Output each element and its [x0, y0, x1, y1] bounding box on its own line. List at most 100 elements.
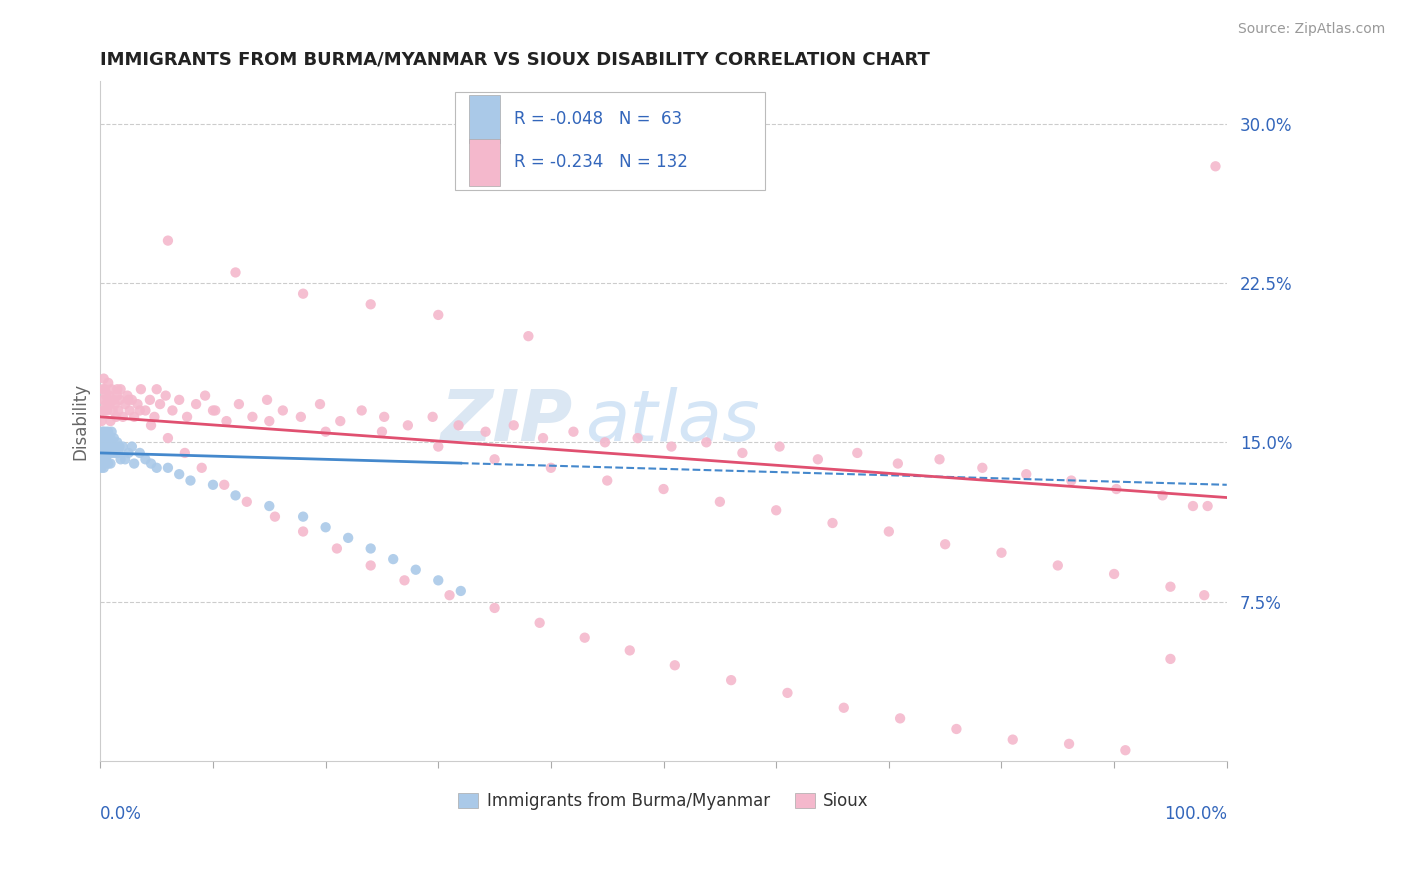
- Point: [98, 446, 121, 460]
- Text: R = -0.234   N = 132: R = -0.234 N = 132: [513, 153, 688, 171]
- Point: [94, 446, 117, 460]
- Point: [128, 403, 150, 417]
- Point: [114, 452, 136, 467]
- Point: [100, 414, 122, 428]
- Point: [394, 574, 416, 588]
- Point: [96, 440, 118, 454]
- Text: 0.0%: 0.0%: [100, 805, 142, 823]
- Point: [350, 403, 373, 417]
- Point: [593, 435, 616, 450]
- Point: [540, 460, 562, 475]
- Point: [212, 477, 235, 491]
- Point: [97, 457, 120, 471]
- Point: [242, 409, 264, 424]
- Point: [97, 440, 120, 454]
- Point: [502, 418, 524, 433]
- Point: [90, 446, 112, 460]
- Point: [100, 425, 122, 439]
- Point: [127, 397, 149, 411]
- Point: [290, 409, 312, 424]
- Point: [117, 389, 139, 403]
- Point: [201, 403, 224, 417]
- Point: [1057, 737, 1080, 751]
- Point: [204, 403, 226, 417]
- Point: [776, 686, 799, 700]
- Point: [155, 389, 177, 403]
- Y-axis label: Disability: Disability: [72, 383, 89, 459]
- Point: [382, 552, 405, 566]
- Point: [93, 460, 115, 475]
- Point: [619, 643, 641, 657]
- Point: [972, 460, 994, 475]
- Point: [731, 446, 754, 460]
- Point: [100, 440, 122, 454]
- Point: [90, 414, 112, 428]
- Point: [105, 435, 128, 450]
- Point: [176, 409, 198, 424]
- Point: [1114, 743, 1136, 757]
- Point: [309, 397, 332, 411]
- Point: [139, 457, 162, 471]
- Point: [228, 397, 250, 411]
- Point: [1015, 467, 1038, 482]
- Point: [1046, 558, 1069, 573]
- Point: [271, 403, 294, 417]
- Point: [201, 477, 224, 491]
- Point: [709, 495, 731, 509]
- Point: [945, 722, 967, 736]
- Point: [94, 452, 117, 467]
- Point: [94, 425, 117, 439]
- Point: [1205, 159, 1227, 173]
- Point: [129, 382, 152, 396]
- Point: [329, 414, 352, 428]
- Point: [104, 397, 127, 411]
- Point: [1192, 588, 1215, 602]
- Point: [315, 520, 337, 534]
- Point: [98, 389, 121, 403]
- Point: [337, 531, 360, 545]
- Point: [94, 431, 117, 445]
- Point: [94, 403, 117, 417]
- Point: [105, 409, 128, 424]
- Point: [149, 397, 172, 411]
- Point: [100, 446, 122, 460]
- Point: [143, 409, 166, 424]
- Point: [93, 371, 115, 385]
- Point: [122, 457, 145, 471]
- Point: [100, 382, 122, 396]
- Point: [121, 440, 143, 454]
- Point: [94, 397, 117, 411]
- Point: [91, 440, 114, 454]
- Point: [105, 389, 128, 403]
- Point: [427, 440, 450, 454]
- Point: [292, 286, 315, 301]
- Point: [104, 440, 127, 454]
- Point: [156, 431, 179, 445]
- Point: [94, 382, 117, 396]
- Point: [236, 495, 259, 509]
- Point: [91, 403, 114, 417]
- Point: [145, 382, 167, 396]
- Point: [661, 440, 683, 454]
- Point: [574, 631, 596, 645]
- Point: [447, 418, 470, 433]
- Point: [225, 265, 247, 279]
- Point: [96, 403, 118, 417]
- Point: [326, 541, 349, 556]
- Point: [134, 452, 156, 467]
- Point: [93, 392, 115, 407]
- Point: [139, 418, 162, 433]
- Point: [103, 431, 125, 445]
- Point: [889, 711, 911, 725]
- Point: [103, 446, 125, 460]
- Point: [877, 524, 900, 539]
- Point: [91, 382, 114, 396]
- Point: [90, 460, 112, 475]
- Point: [100, 431, 122, 445]
- Point: [103, 392, 125, 407]
- Point: [145, 460, 167, 475]
- Point: [139, 392, 162, 407]
- Point: [114, 397, 136, 411]
- Point: [184, 397, 207, 411]
- Point: [156, 234, 179, 248]
